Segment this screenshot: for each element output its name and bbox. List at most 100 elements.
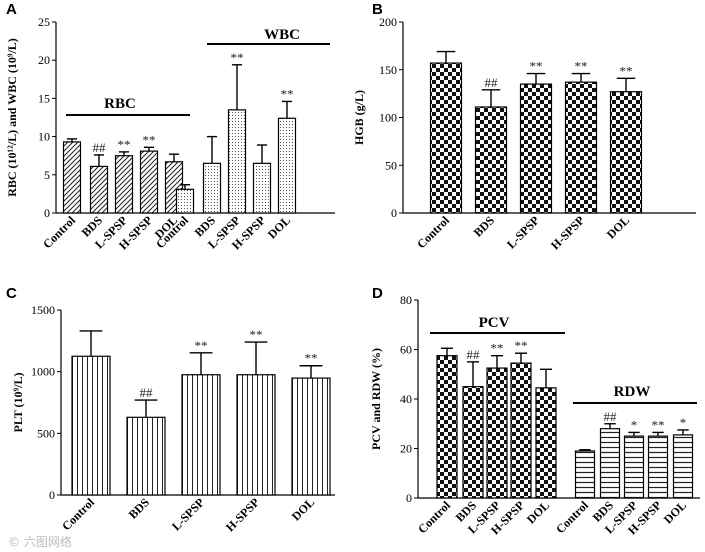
x-tick-label: DOL (289, 495, 317, 523)
bar (227, 109, 247, 214)
x-tick-label: L-SPSP (504, 213, 542, 251)
significance-mark: ## (467, 347, 481, 362)
x-tick-label: BDS (471, 213, 498, 240)
y-tick-label: 40 (400, 392, 412, 406)
y-tick-label: 150 (379, 63, 397, 77)
bar (175, 188, 195, 214)
group-label: RBC (104, 96, 136, 112)
y-axis-label: RBC (10¹²/L) and WBC (10⁹/L) (5, 38, 19, 197)
y-axis-label: HGB (g/L) (352, 90, 366, 145)
y-tick-label: 0 (391, 206, 397, 220)
x-tick-label: H-SPSP (223, 495, 262, 534)
panel-b: B 0 50 100 150 200 HGB (g/L) Control ## BDS ** L-SP… (352, 1, 696, 252)
x-tick-label: Control (415, 498, 453, 536)
bar (126, 416, 166, 496)
significance-mark: * (631, 417, 638, 432)
bar (510, 362, 532, 499)
bar (236, 374, 276, 496)
y-tick-label: 60 (400, 343, 412, 357)
bar (114, 155, 134, 214)
bar (202, 162, 222, 214)
x-tick-label: L-SPSP (169, 495, 207, 533)
bar (252, 162, 272, 214)
bar (623, 435, 645, 499)
y-tick-label: 1000 (31, 365, 55, 379)
x-tick-label: Control (553, 498, 591, 536)
panel-label: D (372, 285, 383, 302)
bar (647, 435, 669, 499)
x-tick-label: Control (414, 213, 452, 251)
panel-a: A 0 5 10 15 20 25 RBC (10¹²/L) and WBC (10⁹/L) R… (5, 1, 335, 252)
bar (89, 165, 109, 214)
y-tick-label: 100 (379, 111, 397, 125)
bar (609, 91, 643, 214)
bar (462, 386, 484, 499)
bar (535, 387, 557, 499)
x-tick-label: Control (59, 495, 97, 533)
bar (474, 106, 508, 214)
bar (486, 367, 508, 499)
y-axis-label: PCV and RDW (%) (369, 348, 383, 450)
x-tick-label: DOL (265, 213, 293, 241)
y-tick-label: 1500 (31, 303, 55, 317)
significance-mark: ** (250, 327, 263, 342)
bar (436, 355, 458, 499)
group-label: RDW (614, 384, 651, 400)
significance-mark: ** (231, 50, 244, 65)
group-label: PCV (479, 315, 510, 331)
bar (429, 62, 463, 214)
y-tick-label: 80 (400, 293, 412, 307)
x-tick-label: DOL (604, 213, 632, 241)
group-label: WBC (264, 27, 300, 43)
y-tick-label: 15 (38, 91, 50, 105)
significance-mark: ** (620, 63, 633, 78)
y-tick-label: 200 (379, 15, 397, 29)
y-axis-label: PLT (10⁹/L) (11, 373, 25, 433)
significance-mark: * (680, 415, 687, 430)
bar (599, 428, 621, 499)
y-tick-label: 0 (49, 488, 55, 502)
significance-mark: ** (118, 137, 131, 152)
significance-mark: ** (281, 86, 294, 101)
bar (574, 450, 596, 499)
significance-mark: ** (575, 59, 588, 74)
y-tick-label: 25 (38, 15, 50, 29)
bar (519, 83, 553, 214)
y-tick-label: 500 (37, 426, 55, 440)
x-tick-label: DOL (524, 498, 552, 526)
significance-mark: ** (143, 132, 156, 147)
y-tick-label: 10 (38, 130, 50, 144)
bar (62, 141, 82, 214)
panel-label: C (6, 285, 17, 302)
significance-mark: ** (491, 341, 504, 356)
bar (672, 434, 694, 499)
panel-label: B (372, 1, 383, 18)
bar (71, 355, 111, 496)
x-tick-label: BDS (126, 495, 153, 522)
bar (139, 150, 159, 214)
significance-mark: ** (515, 338, 528, 353)
significance-mark: ** (305, 351, 318, 366)
y-tick-label: 50 (385, 158, 397, 172)
x-tick-label: H-SPSP (548, 213, 587, 252)
y-tick-label: 0 (44, 206, 50, 220)
panel-label: A (6, 1, 17, 18)
bar (277, 117, 297, 214)
x-tick-label: DOL (661, 498, 689, 526)
significance-mark: ## (604, 409, 618, 424)
significance-mark: ## (485, 75, 499, 90)
significance-mark: ## (93, 140, 107, 155)
y-tick-label: 5 (44, 168, 50, 182)
significance-mark: ** (530, 59, 543, 74)
bar (181, 374, 221, 496)
y-tick-label: 0 (406, 491, 412, 505)
panel-c: C 0 500 1000 1500 PLT (10⁹/L) Control ## BDS ** L-… (6, 285, 335, 534)
y-tick-label: 20 (38, 53, 50, 67)
y-tick-label: 20 (400, 442, 412, 456)
significance-mark: ** (652, 417, 665, 432)
watermark: © 六图网络 (8, 534, 72, 549)
significance-mark: ## (140, 385, 154, 400)
bar (564, 81, 598, 214)
